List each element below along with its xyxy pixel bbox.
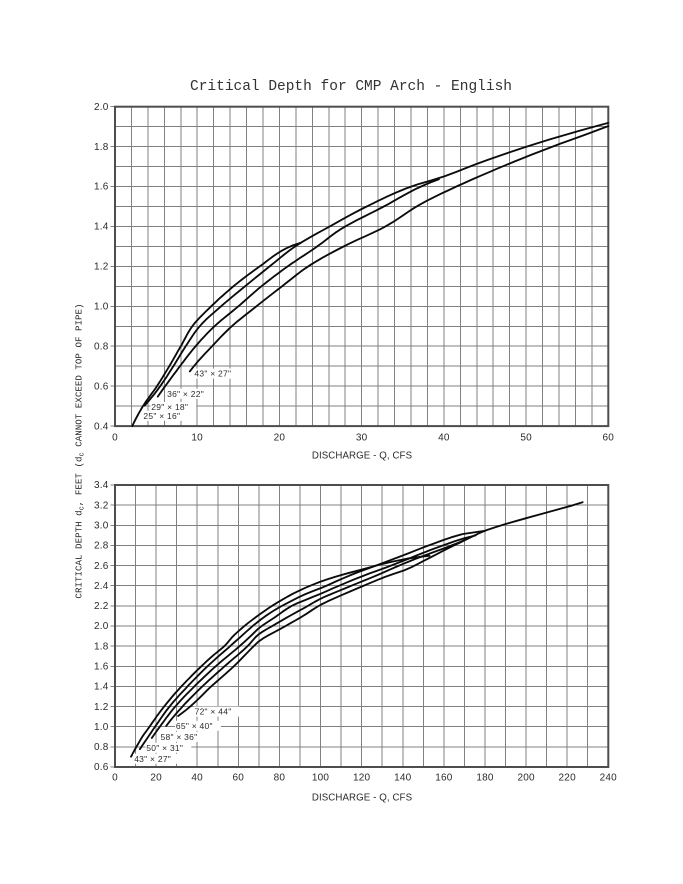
svg-text:20: 20	[274, 433, 286, 444]
svg-text:CRITICAL DEPTH dc, FEET (dc CA: CRITICAL DEPTH dc, FEET (dc CANNOT EXCEE…	[74, 303, 87, 598]
svg-text:65" × 40": 65" × 40"	[176, 721, 213, 731]
svg-text:25" × 16": 25" × 16"	[143, 411, 180, 421]
svg-text:0: 0	[112, 773, 118, 784]
svg-text:10: 10	[191, 433, 203, 444]
svg-text:1.0: 1.0	[94, 302, 109, 313]
svg-text:3.0: 3.0	[94, 521, 109, 532]
svg-text:50: 50	[520, 433, 532, 444]
svg-text:72" × 44": 72" × 44"	[195, 707, 232, 717]
svg-text:0.8: 0.8	[94, 742, 109, 753]
svg-text:0.4: 0.4	[94, 421, 109, 432]
svg-text:160: 160	[435, 773, 453, 784]
svg-text:1.6: 1.6	[94, 662, 109, 673]
svg-text:100: 100	[312, 773, 330, 784]
svg-text:2.2: 2.2	[94, 601, 109, 612]
svg-text:DISCHARGE - Q, CFS: DISCHARGE - Q, CFS	[312, 793, 413, 804]
svg-text:140: 140	[394, 773, 412, 784]
svg-text:58" × 36": 58" × 36"	[161, 732, 198, 742]
svg-text:2.4: 2.4	[94, 581, 109, 592]
svg-text:43" × 27": 43" × 27"	[134, 754, 171, 764]
svg-text:1.8: 1.8	[94, 641, 109, 652]
svg-text:2.0: 2.0	[94, 102, 109, 113]
svg-text:80: 80	[274, 773, 286, 784]
svg-text:2.6: 2.6	[94, 561, 109, 572]
svg-text:DISCHARGE - Q, CFS: DISCHARGE - Q, CFS	[312, 451, 413, 462]
svg-text:36" × 22": 36" × 22"	[167, 389, 204, 399]
svg-text:2.8: 2.8	[94, 541, 109, 552]
svg-text:0.6: 0.6	[94, 762, 109, 773]
svg-text:1.2: 1.2	[94, 262, 109, 273]
svg-text:1.4: 1.4	[94, 222, 109, 233]
svg-text:180: 180	[476, 773, 494, 784]
svg-text:3.2: 3.2	[94, 500, 109, 511]
svg-text:1.6: 1.6	[94, 182, 109, 193]
svg-text:1.0: 1.0	[94, 722, 109, 733]
svg-text:0: 0	[112, 433, 118, 444]
svg-text:0.6: 0.6	[94, 381, 109, 392]
svg-text:0.8: 0.8	[94, 341, 109, 352]
svg-text:1.4: 1.4	[94, 682, 109, 693]
svg-text:40: 40	[438, 433, 450, 444]
svg-text:60: 60	[233, 773, 245, 784]
svg-text:29" × 18": 29" × 18"	[151, 402, 188, 412]
svg-text:240: 240	[600, 773, 618, 784]
svg-text:43" × 27": 43" × 27"	[194, 369, 231, 379]
svg-text:2.0: 2.0	[94, 621, 109, 632]
svg-text:220: 220	[559, 773, 577, 784]
svg-text:Critical Depth for CMP Arch -: Critical Depth for CMP Arch - English	[190, 79, 512, 95]
svg-text:50" × 31": 50" × 31"	[146, 743, 183, 753]
svg-text:3.4: 3.4	[94, 480, 109, 491]
svg-text:120: 120	[353, 773, 371, 784]
svg-text:40: 40	[191, 773, 203, 784]
svg-text:20: 20	[150, 773, 162, 784]
svg-text:200: 200	[517, 773, 535, 784]
svg-text:60: 60	[603, 433, 615, 444]
svg-text:1.8: 1.8	[94, 142, 109, 153]
svg-text:1.2: 1.2	[94, 702, 109, 713]
svg-text:30: 30	[356, 433, 368, 444]
